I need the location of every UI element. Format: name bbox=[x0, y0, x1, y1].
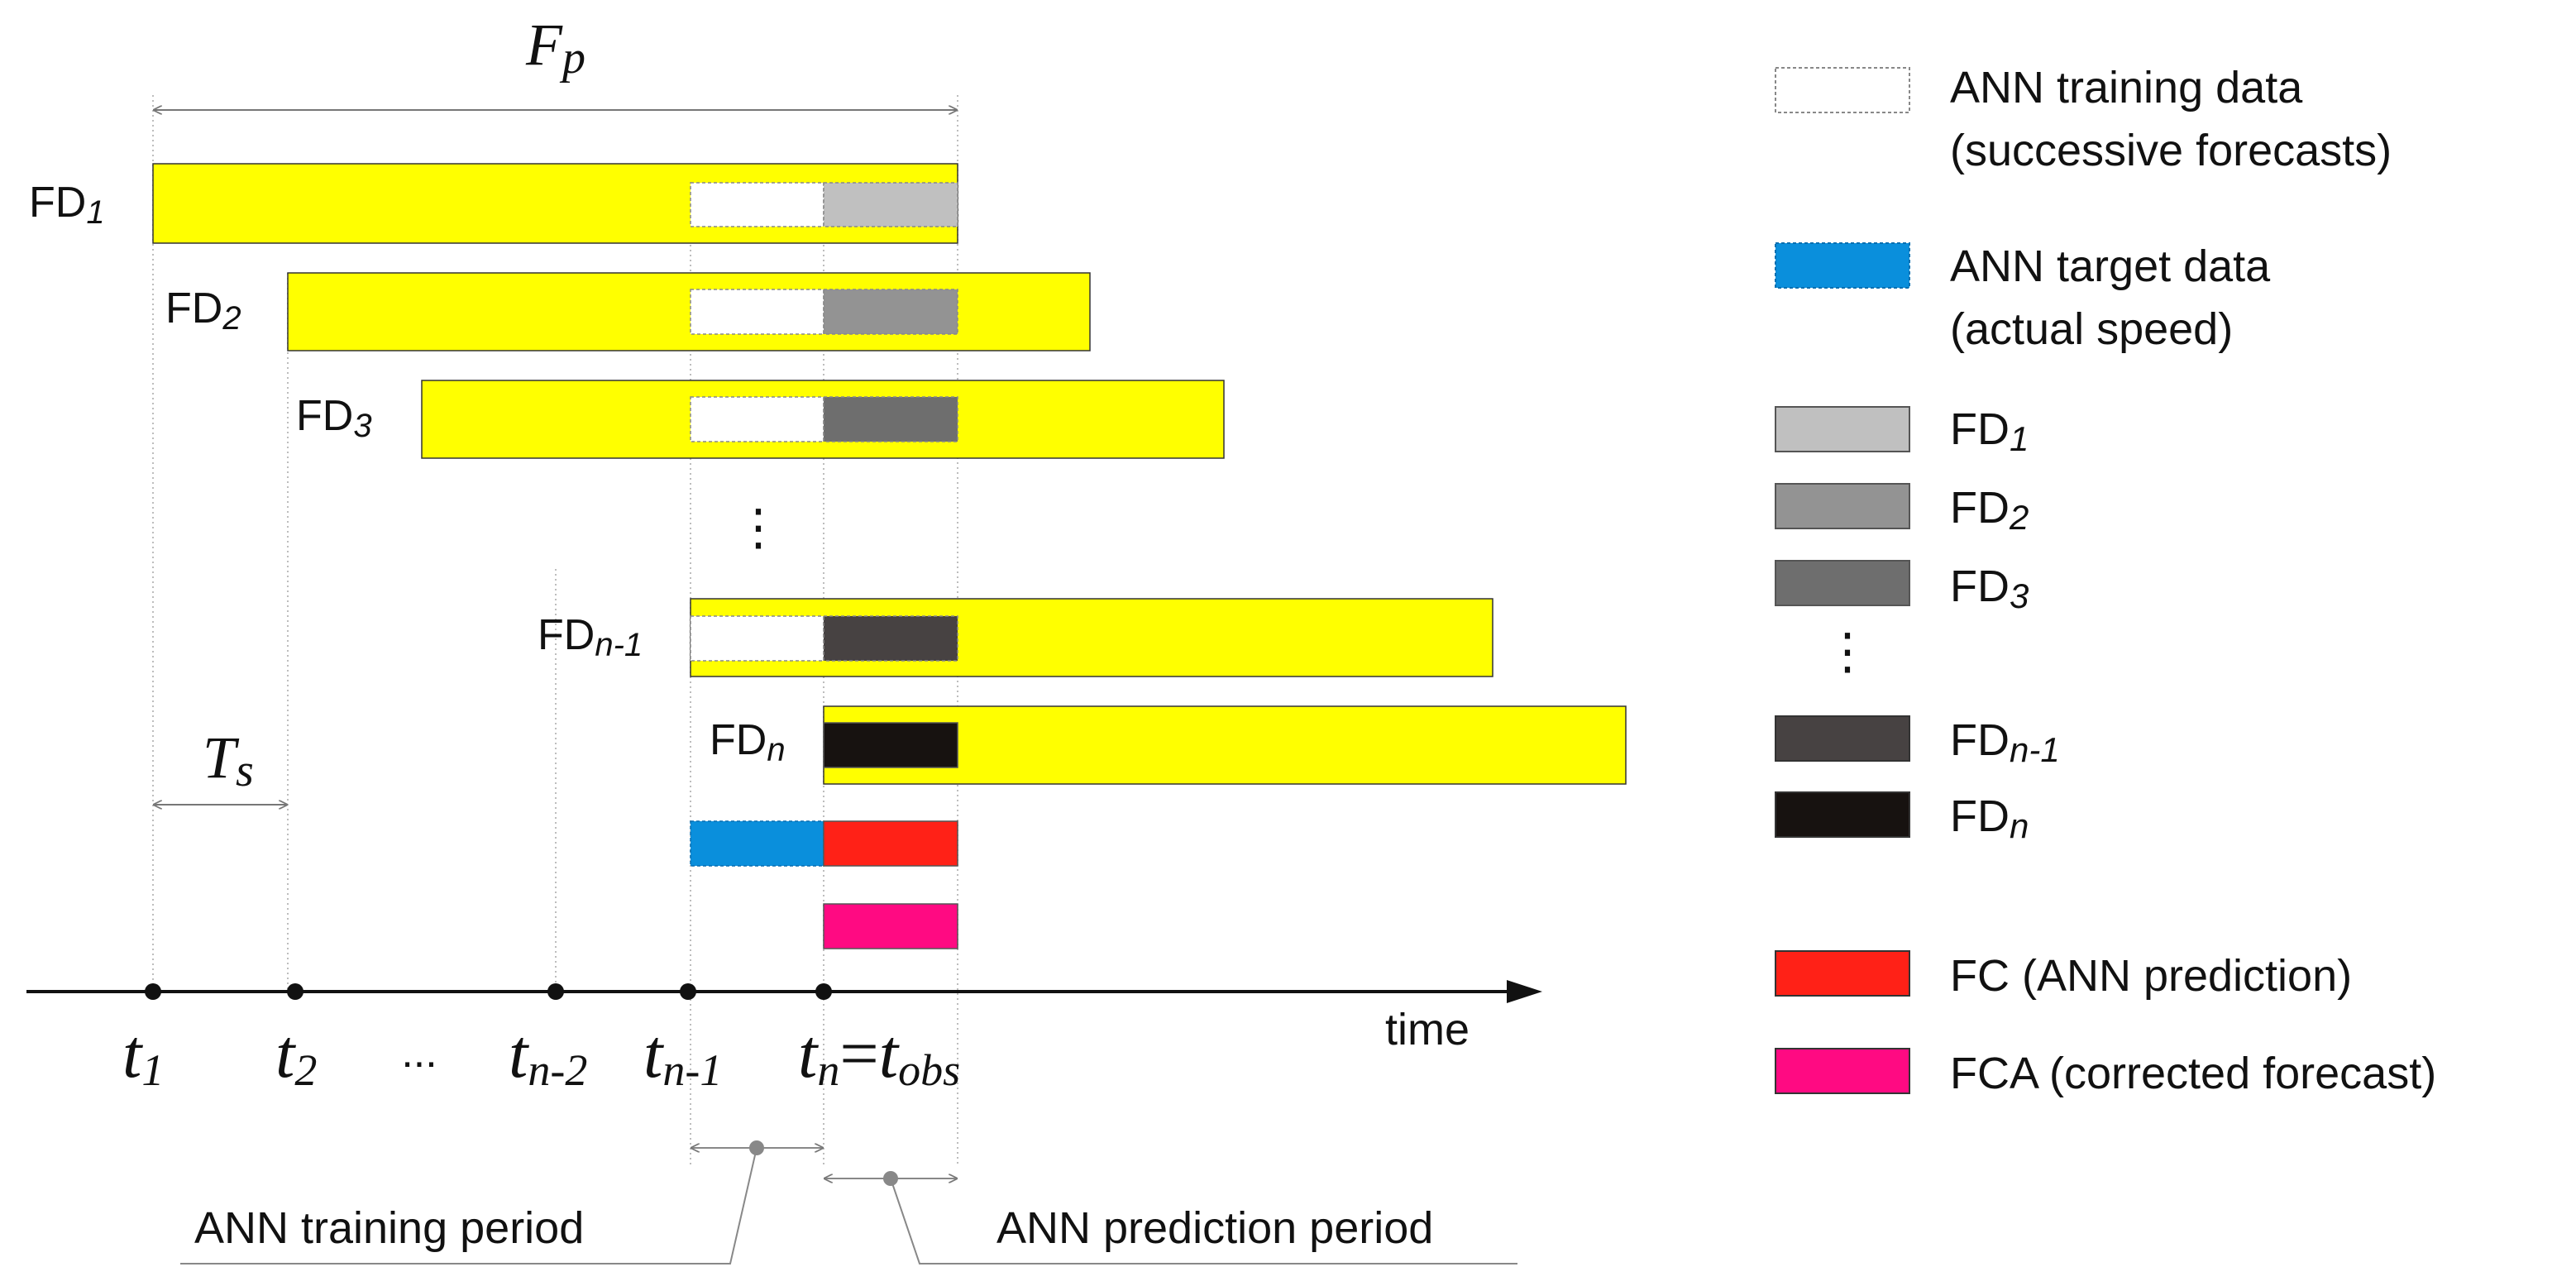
legend-label-fd2: FD2 bbox=[1950, 483, 2029, 537]
legend-item-fd2: FD2 bbox=[1775, 483, 2029, 537]
legend-swatch-fca bbox=[1775, 1048, 1910, 1094]
fd3-segment bbox=[823, 396, 958, 442]
training-period-leader bbox=[180, 1147, 758, 1264]
row-label: FD3 bbox=[296, 392, 372, 444]
training-period-callout bbox=[180, 1140, 824, 1264]
legend-label-fdn: FDn bbox=[1950, 791, 2029, 845]
rows-ellipsis: ⋮ bbox=[734, 500, 783, 555]
forecast-row-fdn1: FDn-1 bbox=[538, 598, 1494, 677]
training-window bbox=[690, 615, 824, 662]
row-label: FD2 bbox=[165, 284, 241, 337]
legend-label-fdn1: FDn-1 bbox=[1950, 715, 2060, 769]
ann-target-bar bbox=[690, 820, 824, 867]
guide-lines bbox=[152, 95, 958, 1166]
legend-swatch-fd3 bbox=[1775, 560, 1910, 606]
legend-swatch-training bbox=[1775, 67, 1910, 113]
sampling-interval-label: Ts bbox=[203, 724, 254, 796]
fd1-segment bbox=[823, 182, 958, 227]
corrected-forecast-bar bbox=[823, 903, 958, 949]
time-axis-arrowhead bbox=[1507, 980, 1542, 1003]
training-window bbox=[690, 289, 824, 335]
legend-item-fdn1: FDn-1 bbox=[1775, 715, 2060, 769]
time-axis: time t1 t2 ... tn-2 tn-1 tn=tobs bbox=[26, 980, 1542, 1095]
row-label: FD1 bbox=[29, 179, 105, 231]
sampling-interval-span: Ts bbox=[153, 724, 288, 805]
tick-label-tn1: tn-1 bbox=[643, 1016, 722, 1095]
training-window bbox=[690, 182, 824, 227]
fdn1-segment bbox=[823, 615, 958, 662]
tick-label-tn-tobs: tn=tobs bbox=[798, 1016, 960, 1095]
legend-item-fca: FCA (corrected forecast) bbox=[1775, 1048, 2436, 1098]
forecast-row-fd3: FD3 bbox=[296, 380, 1225, 459]
tick-dots: ... bbox=[401, 1029, 437, 1077]
forecast-row-fd1: FD1 bbox=[29, 163, 958, 244]
legend-label-target-1: ANN target data bbox=[1950, 241, 2271, 291]
forecast-period-span: Fp bbox=[153, 12, 958, 110]
forecast-row-fd2: FD2 bbox=[165, 272, 1091, 351]
tick-dot-t2 bbox=[287, 983, 303, 1000]
legend-item-fd1: FD1 bbox=[1775, 404, 2029, 458]
legend-swatch-fdn bbox=[1775, 791, 1910, 838]
legend-item-fc: FC (ANN prediction) bbox=[1775, 950, 2352, 1001]
legend-swatch-fd2 bbox=[1775, 483, 1910, 529]
legend-swatch-target bbox=[1775, 242, 1910, 289]
forecast-period-label: Fp bbox=[525, 12, 585, 84]
ann-prediction-bar bbox=[823, 820, 958, 867]
legend-swatch-fc bbox=[1775, 950, 1910, 997]
legend-label-fd1: FD1 bbox=[1950, 404, 2029, 458]
fd2-segment bbox=[823, 289, 958, 335]
tick-dot-t1 bbox=[145, 983, 161, 1000]
tick-label-t1: t1 bbox=[122, 1016, 164, 1095]
legend-item-fdn: FDn bbox=[1775, 791, 2029, 845]
tick-dot-tn1 bbox=[680, 983, 696, 1000]
prediction-period-callout bbox=[824, 1171, 1517, 1264]
tick-label-t2: t2 bbox=[275, 1016, 317, 1095]
legend-label-fca: FCA (corrected forecast) bbox=[1950, 1049, 2436, 1098]
legend-swatch-fd1 bbox=[1775, 406, 1910, 452]
row-label: FDn-1 bbox=[538, 611, 643, 663]
legend-item-training-data: ANN training data (successive forecasts) bbox=[1775, 63, 2392, 175]
legend: ANN training data (successive forecasts)… bbox=[1775, 63, 2436, 1098]
legend-swatch-fdn1 bbox=[1775, 715, 1910, 762]
legend-label-training-1: ANN training data bbox=[1950, 63, 2303, 112]
legend-label-target-2: (actual speed) bbox=[1950, 304, 2233, 354]
tick-dot-tn2 bbox=[547, 983, 564, 1000]
training-period-label: ANN training period bbox=[194, 1203, 584, 1253]
time-axis-label: time bbox=[1385, 1005, 1470, 1054]
fdn-segment bbox=[823, 722, 958, 768]
legend-item-target-data: ANN target data (actual speed) bbox=[1775, 241, 2271, 354]
row-label: FDn bbox=[710, 716, 786, 768]
legend-ellipsis: ⋮ bbox=[1823, 624, 1872, 679]
tick-dot-tn bbox=[815, 983, 832, 1000]
legend-label-fd3: FD3 bbox=[1950, 562, 2029, 615]
prediction-period-label: ANN prediction period bbox=[996, 1203, 1433, 1253]
legend-item-fd3: FD3 bbox=[1775, 560, 2029, 615]
prediction-period-leader bbox=[890, 1178, 1517, 1264]
forecast-bar bbox=[287, 272, 1091, 351]
legend-label-fc: FC (ANN prediction) bbox=[1950, 951, 2352, 1001]
tick-label-tn2: tn-2 bbox=[509, 1016, 587, 1095]
legend-label-training-2: (successive forecasts) bbox=[1950, 126, 2392, 175]
training-window bbox=[690, 396, 824, 442]
forecast-row-fdn: FDn bbox=[710, 705, 1627, 785]
